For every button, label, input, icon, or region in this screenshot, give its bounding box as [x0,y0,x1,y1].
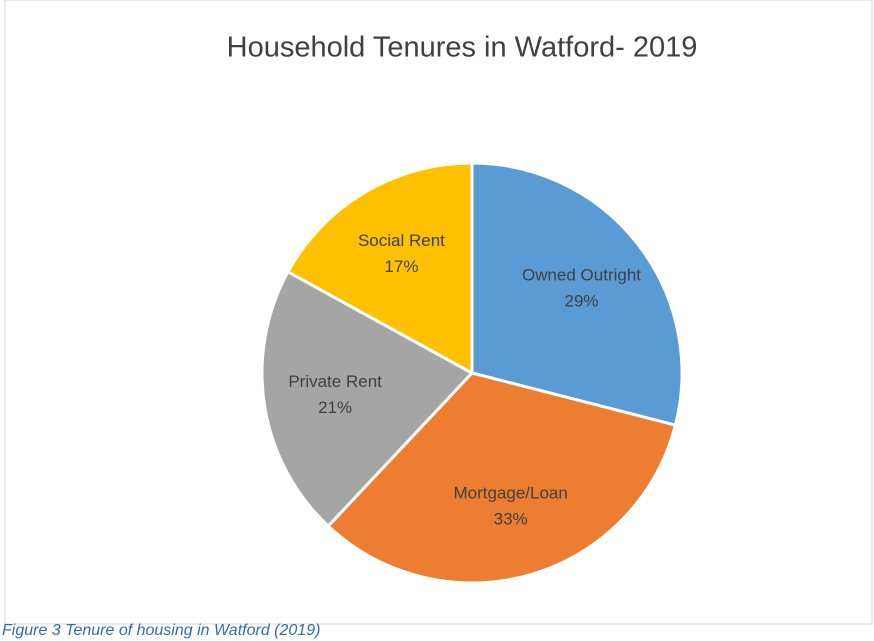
value-label: 33% [494,510,528,529]
chart-title: Household Tenures in Watford- 2019 [227,32,698,64]
pie-slice [260,269,475,529]
value-label: 21% [318,398,352,417]
slice-label: Owned Outright [522,266,641,285]
value-label: 17% [384,257,418,276]
pie-slice [326,371,678,585]
value-label: 29% [564,292,598,311]
slice-label: Mortgage/Loan [453,484,567,503]
pie-slice [470,161,684,428]
pie-slice [285,161,474,376]
caption: Figure 3 Tenure of housing in Watford (2… [2,622,320,639]
slice-label: Social Rent [358,231,445,250]
slice-label: Private Rent [288,372,382,391]
